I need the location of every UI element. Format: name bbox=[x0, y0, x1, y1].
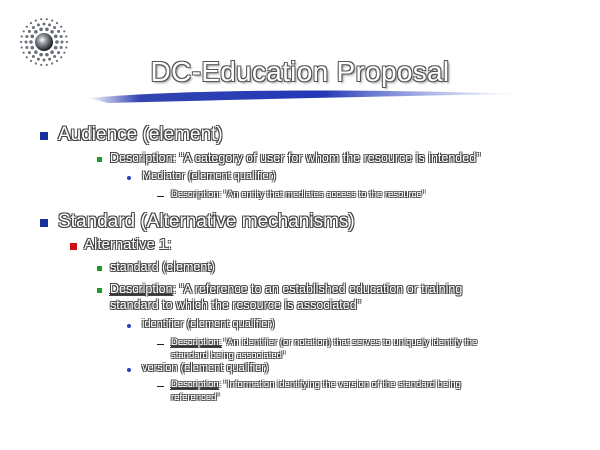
standard-description-line1: Description: “A reference to an establis… bbox=[110, 282, 462, 296]
alternative-1: Alternative 1: bbox=[84, 236, 172, 253]
slide-title: DC-Education Proposal bbox=[150, 56, 450, 87]
identifier-description-line1: Description: “An identifier (or notation… bbox=[171, 337, 477, 348]
mediator-qualifier: Mediator (element qualifier) bbox=[142, 170, 276, 182]
level3-bullet-square bbox=[97, 288, 102, 293]
description-text: : “A reference to an established educati… bbox=[172, 282, 463, 296]
mediator-description: Description: “An entity that mediates ac… bbox=[171, 189, 425, 200]
standard-element: standard (element) bbox=[110, 260, 215, 274]
level3-bullet-dot bbox=[127, 176, 131, 180]
identifier-description-line2: standard being associated” bbox=[171, 350, 286, 361]
version-description-line1: Description: “Information identifying th… bbox=[171, 379, 461, 390]
level5-bullet-dash bbox=[157, 386, 164, 387]
level1-bullet-square bbox=[40, 132, 48, 140]
level3-bullet-square bbox=[97, 266, 102, 271]
description-label: Description bbox=[110, 282, 173, 296]
level4-bullet-dot bbox=[127, 324, 131, 328]
title-underline-swoosh bbox=[88, 90, 518, 103]
dotted-globe-icon bbox=[19, 18, 69, 66]
identifier-qualifier: identifier (element qualifier) bbox=[142, 318, 275, 330]
description-text: “An identifier (or notation) that serves… bbox=[221, 337, 478, 348]
description-label: Description bbox=[171, 379, 219, 390]
level4-bullet-dot bbox=[127, 368, 131, 372]
description-label: Description: bbox=[171, 337, 222, 348]
version-description-line2: referenced” bbox=[171, 392, 220, 403]
level4-bullet-dash bbox=[157, 196, 164, 197]
level2-bullet-square bbox=[97, 157, 102, 162]
level1-bullet-square bbox=[40, 219, 48, 227]
audience-description: Description: “A category of user for who… bbox=[110, 151, 481, 165]
level5-bullet-dash bbox=[157, 344, 164, 345]
standard-heading: Standard (Alternative mechanisms) bbox=[58, 211, 355, 232]
version-qualifier: version (element qualifier) bbox=[142, 362, 269, 374]
audience-element: Audience (element) bbox=[58, 124, 223, 145]
description-text: : “Information identifying the version o… bbox=[218, 379, 461, 390]
level2-bullet-square-red bbox=[70, 243, 77, 250]
standard-description-line2: standard to which the resource is associ… bbox=[110, 298, 361, 312]
